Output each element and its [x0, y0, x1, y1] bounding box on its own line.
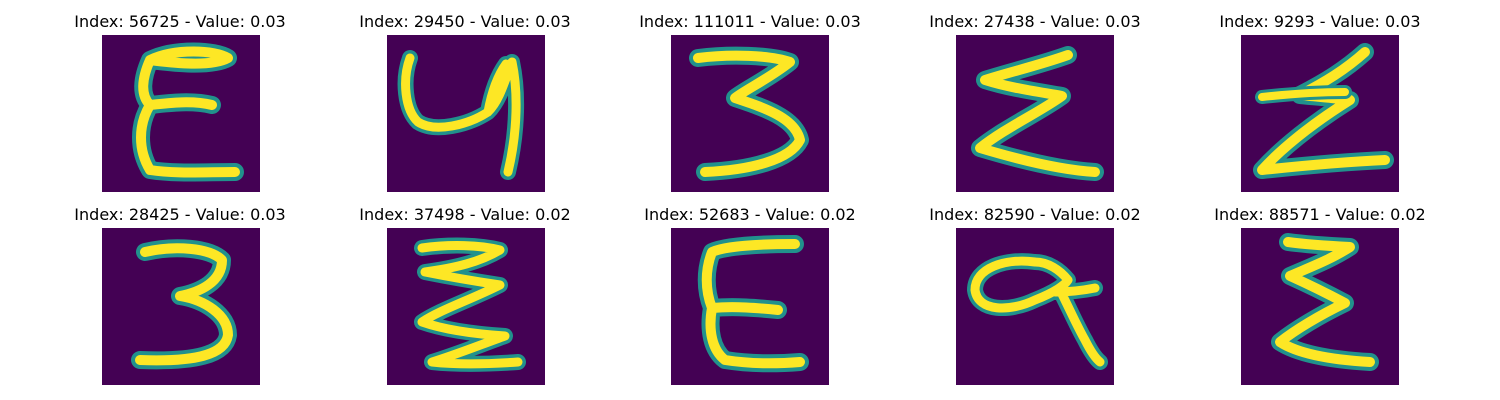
- panel-1: Index: 56725 - Value: 0.03: [74, 12, 286, 192]
- panel-5: Index: 9293 - Value: 0.03: [1219, 12, 1421, 192]
- handwritten-glyph: [1271, 233, 1379, 371]
- panel-4: Index: 27438 - Value: 0.03: [929, 12, 1141, 192]
- panel-title: Index: 37498 - Value: 0.02: [359, 205, 570, 224]
- handwritten-glyph: [414, 237, 526, 372]
- handwritten-glyph: [131, 239, 237, 370]
- handwritten-glyph: [132, 42, 244, 182]
- panel-title: Index: 111011 - Value: 0.03: [639, 12, 861, 31]
- handwritten-glyph: [1253, 43, 1394, 179]
- panel-10: Index: 88571 - Value: 0.02: [1214, 205, 1426, 385]
- panel-9: Index: 82590 - Value: 0.02: [929, 205, 1141, 385]
- handwritten-glyph: [397, 50, 525, 180]
- panel-title: Index: 52683 - Value: 0.02: [644, 205, 855, 224]
- panel-title: Index: 88571 - Value: 0.02: [1214, 205, 1425, 224]
- panel-title: Index: 82590 - Value: 0.02: [929, 205, 1140, 224]
- handwritten-glyph: [967, 253, 1108, 370]
- handwritten-glyph: [697, 235, 809, 373]
- panel-title: Index: 29450 - Value: 0.03: [359, 12, 570, 31]
- panel-title: Index: 28425 - Value: 0.03: [74, 205, 285, 224]
- panel-8: Index: 52683 - Value: 0.02: [644, 205, 856, 385]
- panel-3: Index: 111011 - Value: 0.03: [639, 12, 861, 192]
- handwritten-glyph: [971, 46, 1104, 181]
- panel-title: Index: 56725 - Value: 0.03: [74, 12, 285, 31]
- panel-6: Index: 28425 - Value: 0.03: [74, 205, 286, 385]
- panel-title: Index: 27438 - Value: 0.03: [929, 12, 1140, 31]
- panel-2: Index: 29450 - Value: 0.03: [359, 12, 571, 192]
- panel-title: Index: 9293 - Value: 0.03: [1219, 12, 1420, 31]
- handwritten-glyph: [689, 46, 809, 181]
- panel-7: Index: 37498 - Value: 0.02: [359, 205, 571, 385]
